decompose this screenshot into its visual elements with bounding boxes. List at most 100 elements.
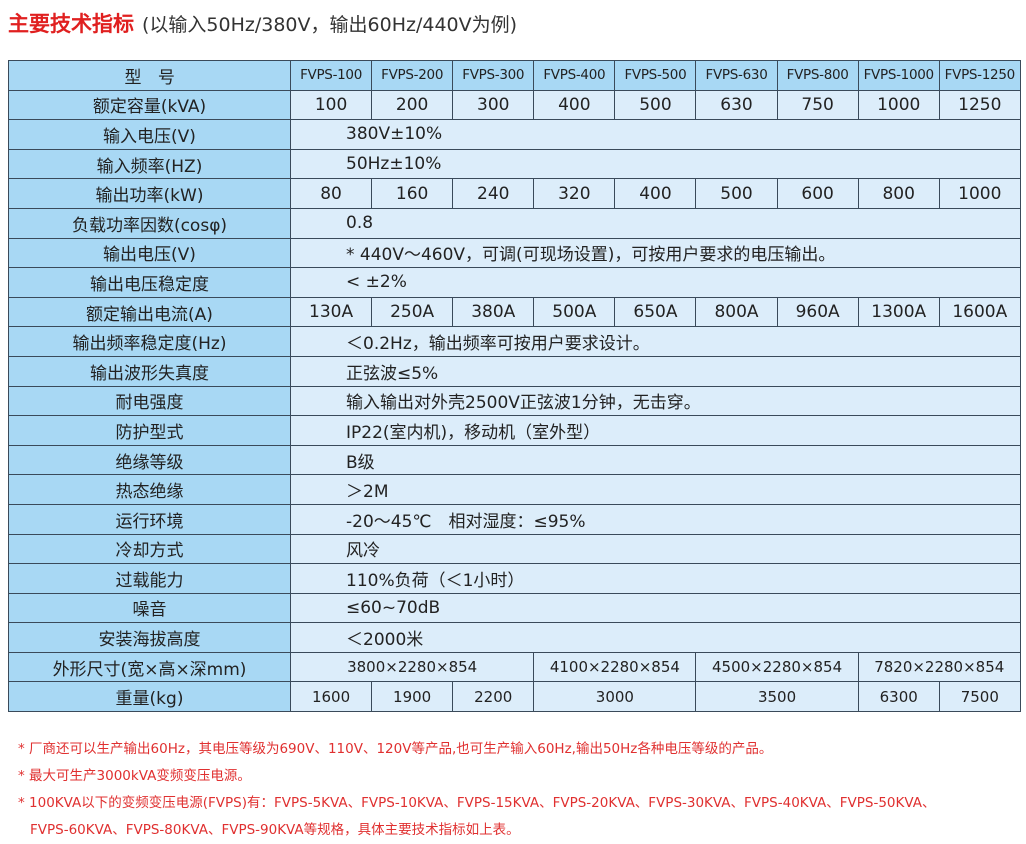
row-label: 运行环境 (8, 503, 291, 535)
cell: 100 (289, 89, 373, 121)
row-label: 输入电压(V) (8, 119, 291, 150)
title: 主要技术指标 (8, 12, 134, 36)
cell: 风冷 (290, 533, 1021, 565)
cell: -20～45℃ 相对湿度：≤95% (290, 503, 1021, 535)
cell: 500A (533, 296, 616, 328)
row-label: 输出电压(V) (8, 237, 291, 269)
note: * 厂商还可以生产输出60Hz，其电压等级为690V、110V、120V等产品,… (18, 741, 773, 757)
model-cell: FVPS-400 (533, 60, 616, 91)
cell: 7500 (938, 681, 1021, 713)
cell: < ±2% (290, 267, 1021, 298)
cell: 4100×2280×854 (533, 651, 697, 683)
row-label: 额定输出电流(A) (8, 296, 291, 328)
table-row: 输入频率(HZ) 50Hz±10% (8, 148, 1021, 180)
header-row: 型 号 FVPS-100 FVPS-200 FVPS-300 FVPS-400 FVPS-… (8, 60, 1021, 91)
cell: 1250 (938, 89, 1021, 121)
model-cell: FVPS-800 (776, 60, 859, 91)
row-label: 输入频率(HZ) (8, 148, 291, 180)
table-row: 输出电压(V) * 440V～460V，可调(可现场设置)，可按用户要求的电压输出… (8, 237, 1021, 269)
cell: B级 (290, 444, 1021, 476)
row-label: 输出功率(kW) (8, 178, 291, 209)
model-cell: FVPS-100 (289, 60, 373, 91)
table-row: 热态绝缘 ＞2M (8, 474, 1021, 505)
cell: 650A (614, 296, 697, 328)
row-label: 热态绝缘 (8, 474, 291, 505)
cell: 240 (452, 178, 535, 209)
cell: ≤60~70dB (290, 592, 1021, 624)
row-label: 外形尺寸(宽×高×深mm) (8, 651, 291, 683)
model-cell: FVPS-200 (371, 60, 454, 91)
row-label: 冷却方式 (8, 533, 291, 565)
table-row: 耐电强度 输入输出对外壳2500V正弦波1分钟，无击穿。 (8, 385, 1021, 417)
table-row: 安装海拔高度 ＜2000米 (8, 622, 1021, 653)
table-row: 外形尺寸(宽×高×深mm) 3800×2280×854 4100×2280×854 4… (8, 651, 1021, 683)
model-cell: FVPS-1250 (938, 60, 1021, 91)
cell: 1300A (857, 296, 940, 328)
cell: 4500×2280×854 (695, 651, 859, 683)
cell: 320 (533, 178, 616, 209)
cell: * 440V～460V，可调(可现场设置)，可按用户要求的电压输出。 (290, 237, 1021, 269)
row-label: 额定容量(kVA) (8, 89, 291, 121)
cell: 80 (289, 178, 373, 209)
table-row: 输出频率稳定度(Hz) ＜0.2Hz，输出频率可按用户要求设计。 (8, 326, 1021, 357)
row-label: 输出频率稳定度(Hz) (8, 326, 291, 357)
cell: 1000 (857, 89, 940, 121)
cell: 800A (695, 296, 778, 328)
cell: 输入输出对外壳2500V正弦波1分钟，无击穿。 (290, 385, 1021, 417)
row-label: 安装海拔高度 (8, 622, 291, 653)
cell: 3500 (695, 681, 859, 713)
cell: 1000 (938, 178, 1021, 209)
model-cell: FVPS-630 (695, 60, 778, 91)
table-row: 输出功率(kW) 80 160 240 320 400 500 600 800 1000 (8, 178, 1021, 209)
table-row: 输出波形失真度 正弦波≤5% (8, 355, 1021, 387)
spec-table: 型 号 FVPS-100 FVPS-200 FVPS-300 FVPS-400 FVPS-… (8, 60, 1021, 713)
table-row: 重量(kg) 1600 1900 2200 3000 3500 6300 7500 (8, 681, 1021, 713)
cell: 50Hz±10% (290, 148, 1021, 180)
cell: 110%负荷（＜1小时） (290, 563, 1021, 594)
cell: IP22(室内机)，移动机（室外型） (290, 415, 1021, 446)
row-label: 负载功率因数(cosφ) (8, 207, 291, 239)
table-row: 输入电压(V) 380V±10% (8, 119, 1021, 150)
cell: 1600A (938, 296, 1021, 328)
cell: 200 (371, 89, 454, 121)
cell: 960A (776, 296, 859, 328)
table-row: 额定容量(kVA) 100 200 300 400 500 630 750 1000 1250 (8, 89, 1021, 121)
model-cell: FVPS-1000 (857, 60, 940, 91)
note: * 最大可生产3000kVA变频变压电源。 (18, 768, 251, 784)
cell: 0.8 (290, 207, 1021, 239)
cell: 3800×2280×854 (289, 651, 535, 683)
cell: 正弦波≤5% (290, 355, 1021, 387)
cell: 1900 (371, 681, 454, 713)
row-label: 输出波形失真度 (8, 355, 291, 387)
cell: 7820×2280×854 (857, 651, 1021, 683)
cell: 600 (776, 178, 859, 209)
cell: 500 (695, 178, 778, 209)
cell: 2200 (452, 681, 535, 713)
table-row: 运行环境 -20～45℃ 相对湿度：≤95% (8, 503, 1021, 535)
cell: ＜2000米 (290, 622, 1021, 653)
cell: 750 (776, 89, 859, 121)
row-label: 噪音 (8, 592, 291, 624)
cell: 1600 (289, 681, 373, 713)
row-label: 输出电压稳定度 (8, 267, 291, 298)
cell: 400 (533, 89, 616, 121)
row-label: 重量(kg) (8, 681, 291, 713)
cell: 380A (452, 296, 535, 328)
cell: 250A (371, 296, 454, 328)
header: 主要技术指标 (以输入50Hz/380V，输出60Hz/440V为例) (8, 8, 517, 38)
table-row: 输出电压稳定度 < ±2% (8, 267, 1021, 298)
row-label: 防护型式 (8, 415, 291, 446)
cell: 6300 (857, 681, 940, 713)
cell: 630 (695, 89, 778, 121)
cell: 380V±10% (290, 119, 1021, 150)
cell: 400 (614, 178, 697, 209)
cell: ＜0.2Hz，输出频率可按用户要求设计。 (290, 326, 1021, 357)
cell: 800 (857, 178, 940, 209)
model-cell: FVPS-300 (452, 60, 535, 91)
table-row: 额定输出电流(A) 130A 250A 380A 500A 650A 800A 960A 130… (8, 296, 1021, 328)
cell: 3000 (533, 681, 697, 713)
subtitle: (以输入50Hz/380V，输出60Hz/440V为例) (142, 14, 518, 36)
note: * 100KVA以下的变频变压电源(FVPS)有：FVPS-5KVA、FVPS-… (18, 795, 936, 838)
table-row: 过载能力 110%负荷（＜1小时） (8, 563, 1021, 594)
